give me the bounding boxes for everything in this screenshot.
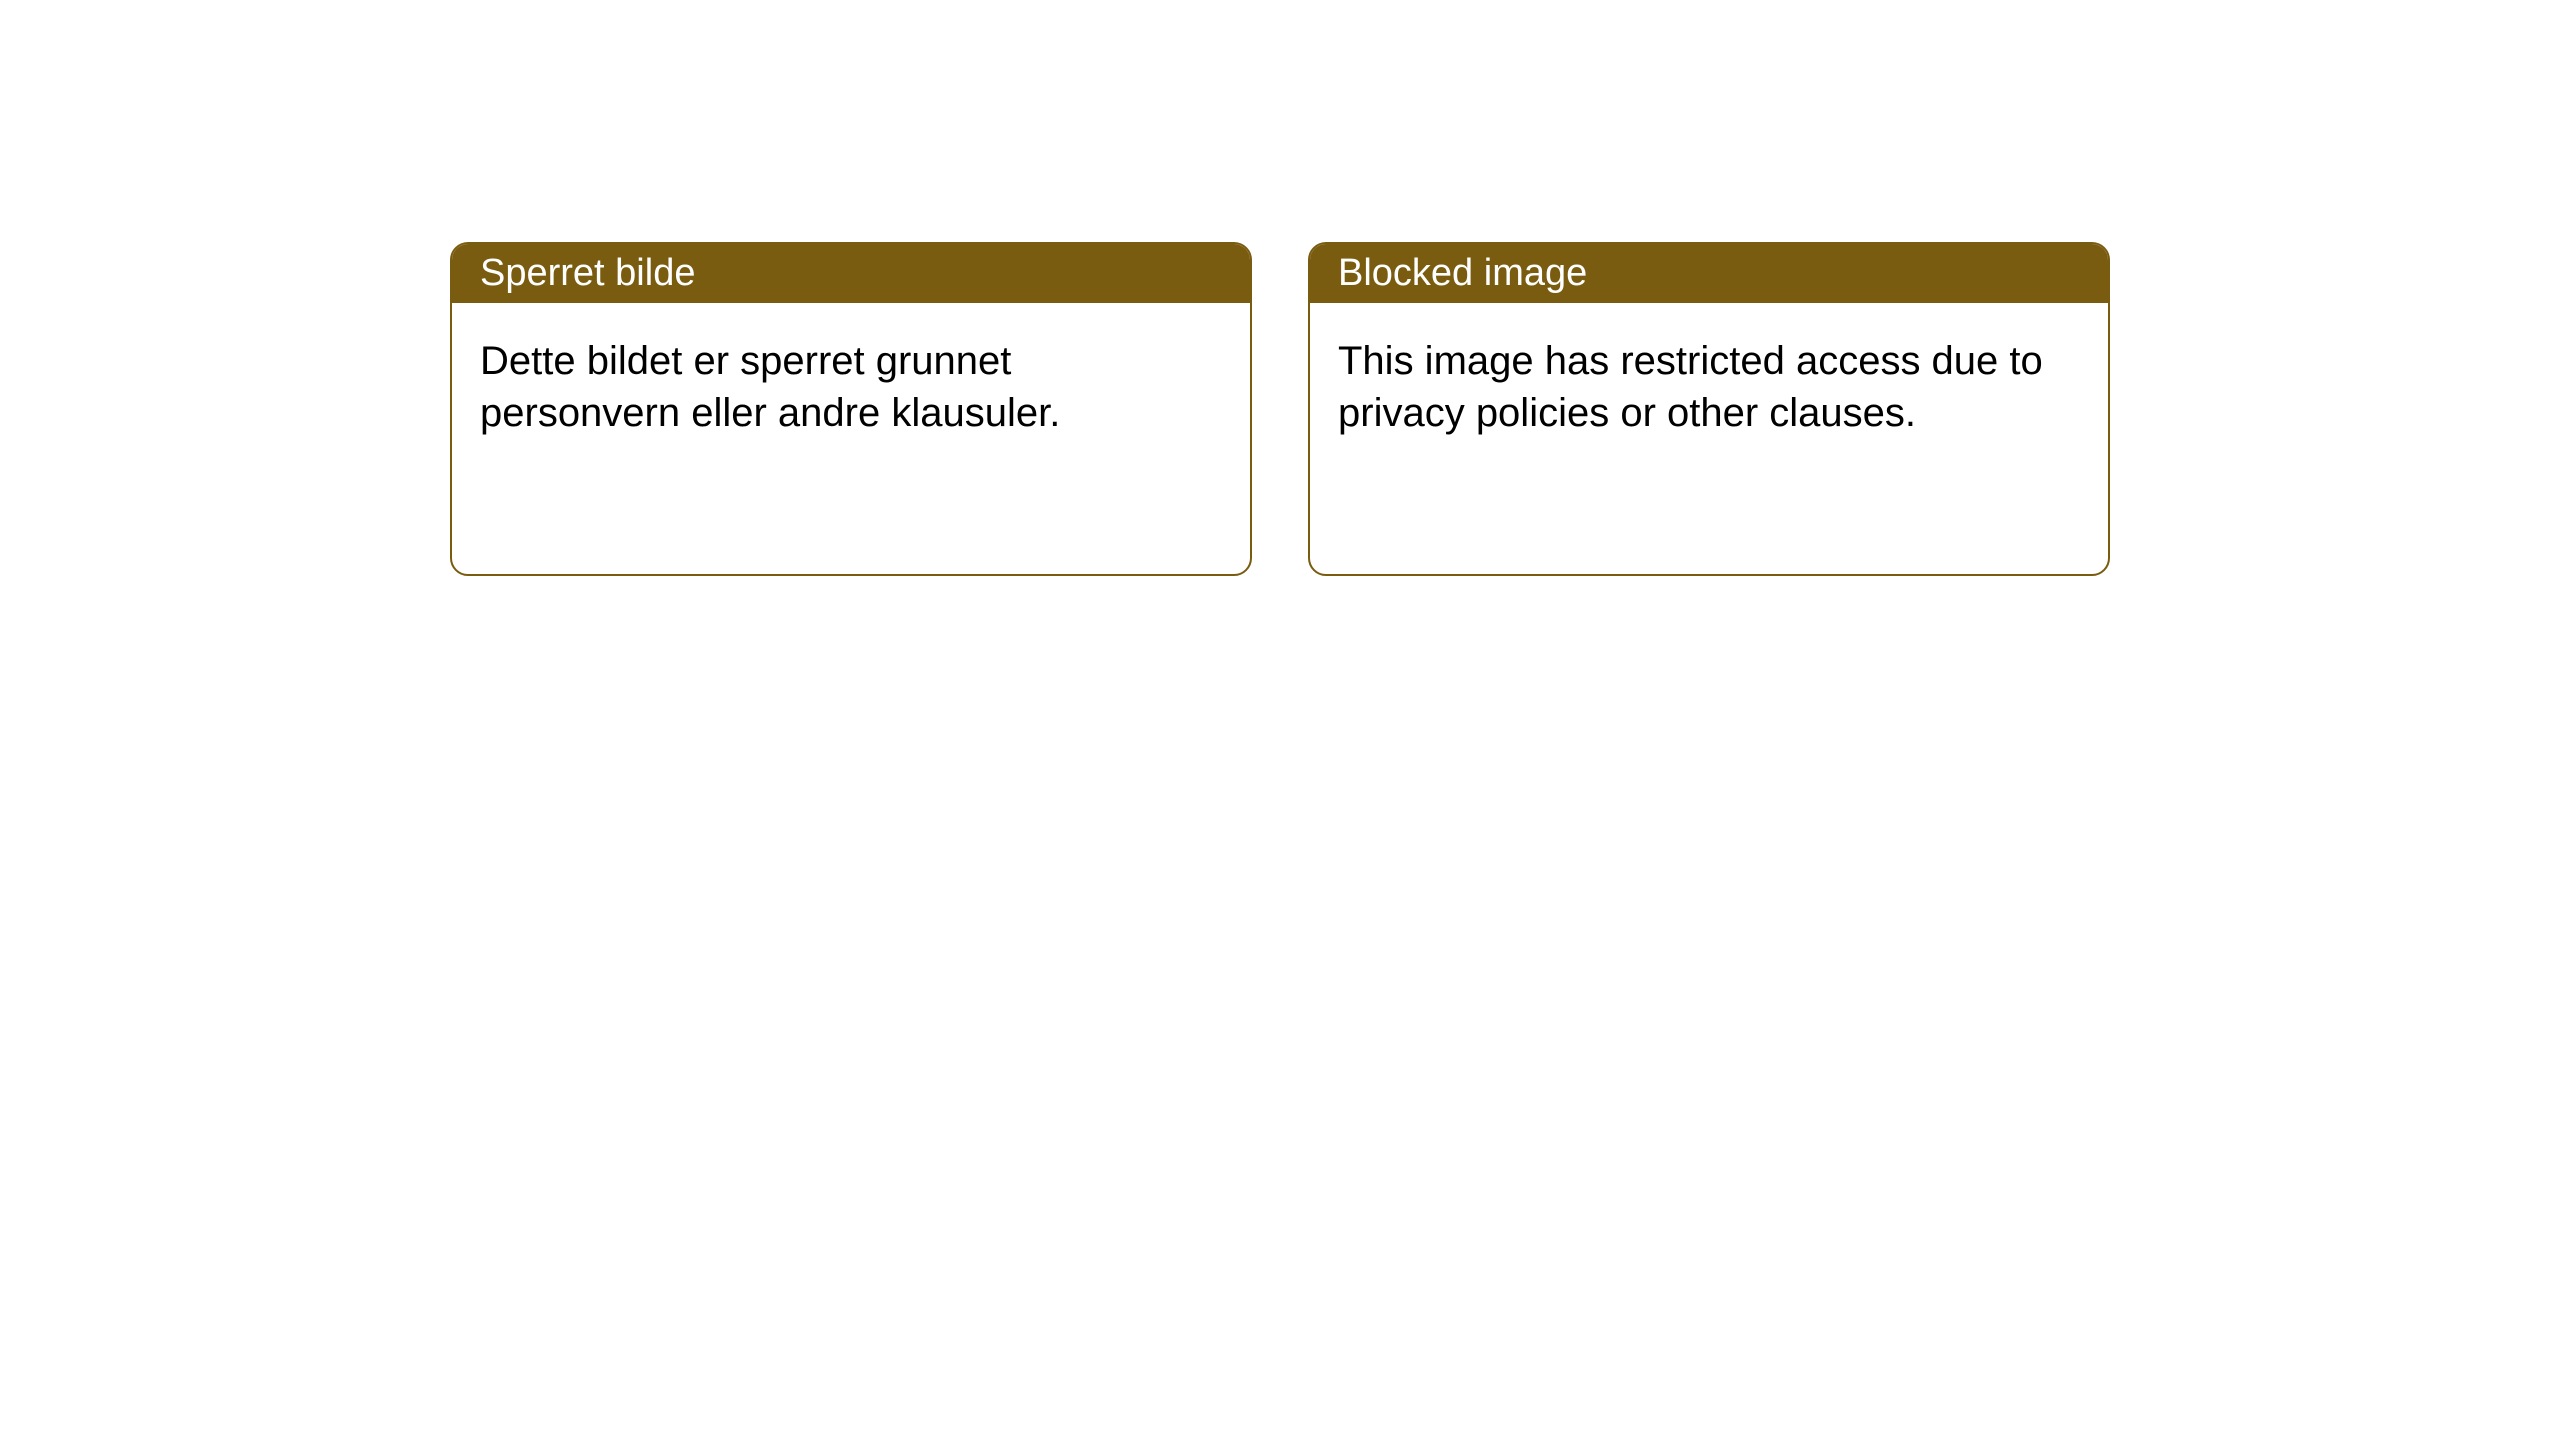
notice-card-english: Blocked image This image has restricted …	[1308, 242, 2110, 576]
notice-card-title: Sperret bilde	[452, 244, 1250, 303]
notice-card-body: This image has restricted access due to …	[1310, 303, 2108, 574]
notice-container: Sperret bilde Dette bildet er sperret gr…	[450, 242, 2110, 576]
notice-card-title: Blocked image	[1310, 244, 2108, 303]
notice-card-body: Dette bildet er sperret grunnet personve…	[452, 303, 1250, 574]
notice-card-norwegian: Sperret bilde Dette bildet er sperret gr…	[450, 242, 1252, 576]
